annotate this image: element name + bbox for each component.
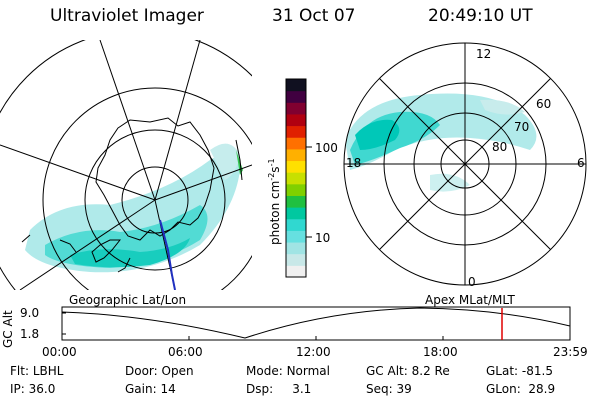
status-filter: Flt: LBHL bbox=[10, 364, 64, 378]
status-mode: Mode: Normal bbox=[246, 364, 330, 378]
timeline-xtick-0600: 06:00 bbox=[168, 345, 203, 359]
instrument-title: Ultraviolet Imager bbox=[50, 6, 204, 26]
colorbar-segment bbox=[286, 253, 306, 266]
colorbar-segment bbox=[286, 90, 306, 103]
status-ip: IP: 36.0 bbox=[10, 382, 56, 396]
colorbar-segment bbox=[286, 172, 306, 185]
time-label: 20:49:10 UT bbox=[428, 6, 533, 26]
colorbar-tick-10: 10 bbox=[315, 231, 331, 245]
mlt-label-18: 18 bbox=[346, 156, 362, 170]
mlat-label-70: 70 bbox=[514, 120, 530, 134]
timeline-xtick-0000: 00:00 bbox=[42, 345, 77, 359]
apex-panel-label: Apex MLat/MLT bbox=[425, 293, 515, 307]
date-label: 31 Oct 07 bbox=[272, 6, 356, 26]
meridian-lines bbox=[0, 40, 252, 290]
status-seq: Seq: 39 bbox=[366, 382, 412, 396]
altitude-curve bbox=[61, 307, 571, 339]
colorbar-segment bbox=[286, 230, 306, 243]
colorbar-segment bbox=[286, 265, 306, 278]
mlt-label-6: 6 bbox=[577, 156, 585, 170]
coastlines bbox=[21, 117, 243, 273]
aurora-emission-right bbox=[345, 93, 537, 192]
status-door: Door: Open bbox=[125, 364, 194, 378]
colorbar-segment bbox=[286, 218, 306, 231]
status-glat: GLat: -81.5 bbox=[486, 364, 553, 378]
timeline-ytick-9: 9.0 bbox=[20, 306, 40, 320]
colorbar-unit-label: photon cm-2s-1 bbox=[267, 158, 282, 245]
colorbar-segment bbox=[286, 160, 306, 173]
terminator-line bbox=[159, 219, 176, 290]
geographic-panel-label: Geographic Lat/Lon bbox=[69, 293, 187, 307]
colorbar-segment bbox=[286, 195, 306, 208]
status-dsp: Dsp: 3.1 bbox=[246, 382, 312, 396]
colorbar-segment bbox=[286, 242, 306, 255]
status-glon: GLon: 28.9 bbox=[486, 382, 556, 396]
colorbar-tick-100: 100 bbox=[315, 141, 338, 155]
altitude-timeline bbox=[61, 306, 571, 341]
colorbar-segment bbox=[286, 148, 306, 162]
status-gain: Gain: 14 bbox=[125, 382, 176, 396]
timeline-ylabel: GC Alt bbox=[1, 310, 15, 348]
magnetic-polar-map bbox=[343, 42, 587, 286]
mlt-label-12: 12 bbox=[476, 47, 492, 61]
colorbar-segment bbox=[286, 113, 306, 127]
colorbar-segment bbox=[286, 183, 306, 196]
status-gc-alt: GC Alt: 8.2 Re bbox=[366, 364, 450, 378]
mlt-lines bbox=[344, 43, 586, 285]
colorbar-segment bbox=[286, 125, 306, 138]
timeline-xtick-1800: 18:00 bbox=[423, 345, 458, 359]
timeline-xtick-1200: 12:00 bbox=[296, 345, 331, 359]
aurora-emission-left bbox=[25, 143, 243, 273]
mlat-label-80: 80 bbox=[492, 140, 508, 154]
mlat-label-60: 60 bbox=[536, 97, 552, 111]
colorbar-segment bbox=[286, 79, 306, 92]
colorbar-segment bbox=[286, 207, 306, 220]
geographic-map bbox=[0, 40, 252, 290]
colorbar bbox=[285, 78, 312, 278]
timeline-xtick-2359: 23:59 bbox=[553, 345, 588, 359]
mlt-label-0: 0 bbox=[468, 275, 476, 289]
colorbar-segment bbox=[286, 137, 306, 150]
colorbar-segment bbox=[286, 102, 306, 115]
timeline-ytick-1.8: 1.8 bbox=[20, 327, 40, 341]
timeline-ticks bbox=[62, 312, 444, 340]
